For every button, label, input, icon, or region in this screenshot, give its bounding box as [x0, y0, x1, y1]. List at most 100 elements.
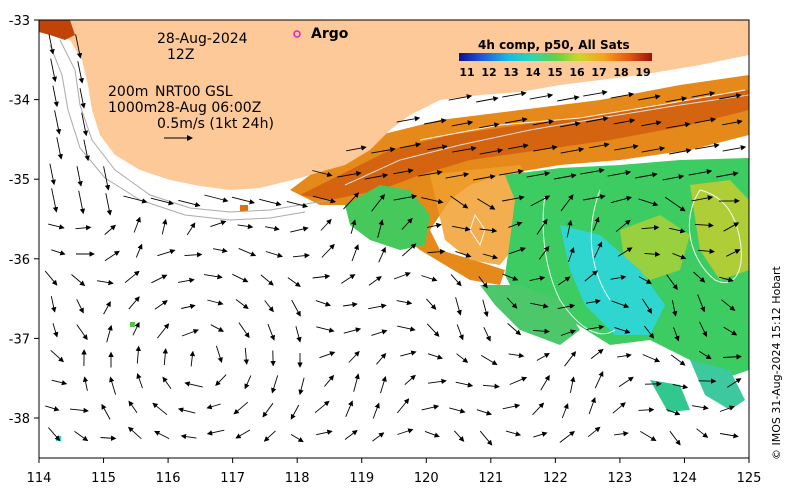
current-arrow: [421, 404, 440, 411]
current-arrow: [695, 143, 720, 150]
current-arrow: [666, 122, 691, 129]
map-date: 28-Aug-2024: [157, 31, 248, 47]
current-arrow: [723, 222, 740, 232]
current-arrow: [396, 398, 410, 414]
current-arrow: [56, 137, 63, 160]
current-arrow: [580, 168, 605, 175]
current-arrow: [97, 279, 114, 286]
current-arrow: [526, 171, 551, 178]
current-arrow: [669, 148, 692, 155]
colorbar-tick-label: 14: [525, 66, 541, 79]
current-arrow: [292, 252, 310, 259]
current-arrow: [100, 435, 117, 441]
x-tick-label: 125: [737, 471, 762, 486]
current-arrow: [564, 351, 577, 367]
current-arrow: [150, 197, 174, 206]
colorbar-tick-label: 12: [481, 66, 496, 79]
current-arrow: [560, 329, 576, 336]
current-arrow: [611, 300, 630, 309]
current-arrow: [477, 198, 496, 210]
current-arrow: [455, 250, 472, 258]
current-arrow: [312, 273, 331, 280]
current-arrow: [321, 243, 335, 258]
y-tick-label: -35: [9, 173, 30, 188]
current-arrow: [337, 171, 362, 178]
current-arrow: [75, 225, 92, 231]
current-arrow: [404, 374, 416, 386]
current-arrow: [502, 273, 519, 281]
current-arrow: [393, 272, 411, 280]
current-arrow: [233, 401, 249, 415]
current-arrow: [50, 58, 58, 83]
current-arrow: [613, 118, 636, 125]
colorbar-tick-label: 16: [569, 66, 585, 79]
current-arrow: [48, 223, 65, 230]
current-arrow: [136, 373, 143, 389]
current-arrow: [290, 226, 309, 233]
current-arrow: [588, 397, 596, 415]
current-arrow: [393, 168, 414, 175]
current-arrow: [560, 194, 574, 212]
current-arrow: [376, 353, 387, 365]
current-arrow: [154, 300, 168, 310]
current-arrow: [238, 247, 257, 257]
current-arrow: [51, 379, 68, 386]
current-arrow: [346, 145, 367, 152]
current-arrow: [104, 224, 116, 235]
current-arrow: [103, 301, 111, 315]
current-arrow: [350, 219, 357, 234]
current-arrow: [719, 93, 742, 100]
current-arrow: [312, 170, 333, 177]
current-arrow: [82, 376, 89, 391]
current-arrow: [592, 216, 600, 231]
current-arrow: [566, 219, 573, 238]
current-arrow: [665, 96, 688, 103]
current-arrow: [508, 247, 526, 255]
current-arrow: [425, 298, 437, 310]
current-arrow: [291, 299, 301, 317]
current-arrow: [427, 353, 443, 360]
current-arrow: [128, 296, 140, 310]
current-arrow: [316, 326, 335, 333]
current-arrow: [103, 166, 111, 191]
current-arrow: [456, 324, 464, 341]
current-arrow: [476, 409, 492, 416]
current-arrow: [162, 348, 168, 366]
current-arrow: [424, 430, 440, 438]
current-arrow: [533, 145, 558, 152]
x-tick-label: 124: [672, 471, 697, 486]
current-arrow: [235, 429, 251, 439]
current-arrow: [380, 376, 387, 394]
current-arrow: [479, 430, 493, 446]
current-arrow: [499, 169, 524, 176]
current-arrow: [210, 324, 224, 332]
current-arrow: [50, 349, 64, 363]
current-arrow: [590, 348, 604, 359]
current-vectors: [44, 34, 747, 446]
x-tick-label: 116: [156, 471, 181, 486]
current-arrow: [427, 144, 448, 151]
current-arrow: [482, 383, 500, 389]
current-arrow: [559, 430, 575, 443]
current-arrow: [529, 93, 554, 100]
y-tick-label: -37: [9, 332, 30, 347]
current-arrow: [290, 404, 300, 420]
current-arrow: [538, 245, 550, 260]
current-arrow: [445, 172, 470, 179]
y-tick-label: -34: [9, 94, 30, 109]
current-arrow: [561, 403, 569, 419]
current-arrow: [48, 427, 61, 442]
current-arrow: [235, 299, 249, 310]
current-arrow: [428, 378, 447, 385]
current-arrow: [368, 303, 387, 310]
x-tick-label: 120: [414, 471, 439, 486]
current-arrow: [723, 326, 738, 336]
current-arrow: [397, 325, 416, 332]
current-arrow: [618, 376, 634, 388]
current-arrow: [83, 139, 90, 162]
current-arrow: [448, 94, 473, 101]
x-tick-label: 114: [27, 471, 52, 486]
current-arrow: [696, 428, 709, 438]
current-arrow: [692, 404, 709, 411]
current-arrow: [610, 274, 627, 281]
